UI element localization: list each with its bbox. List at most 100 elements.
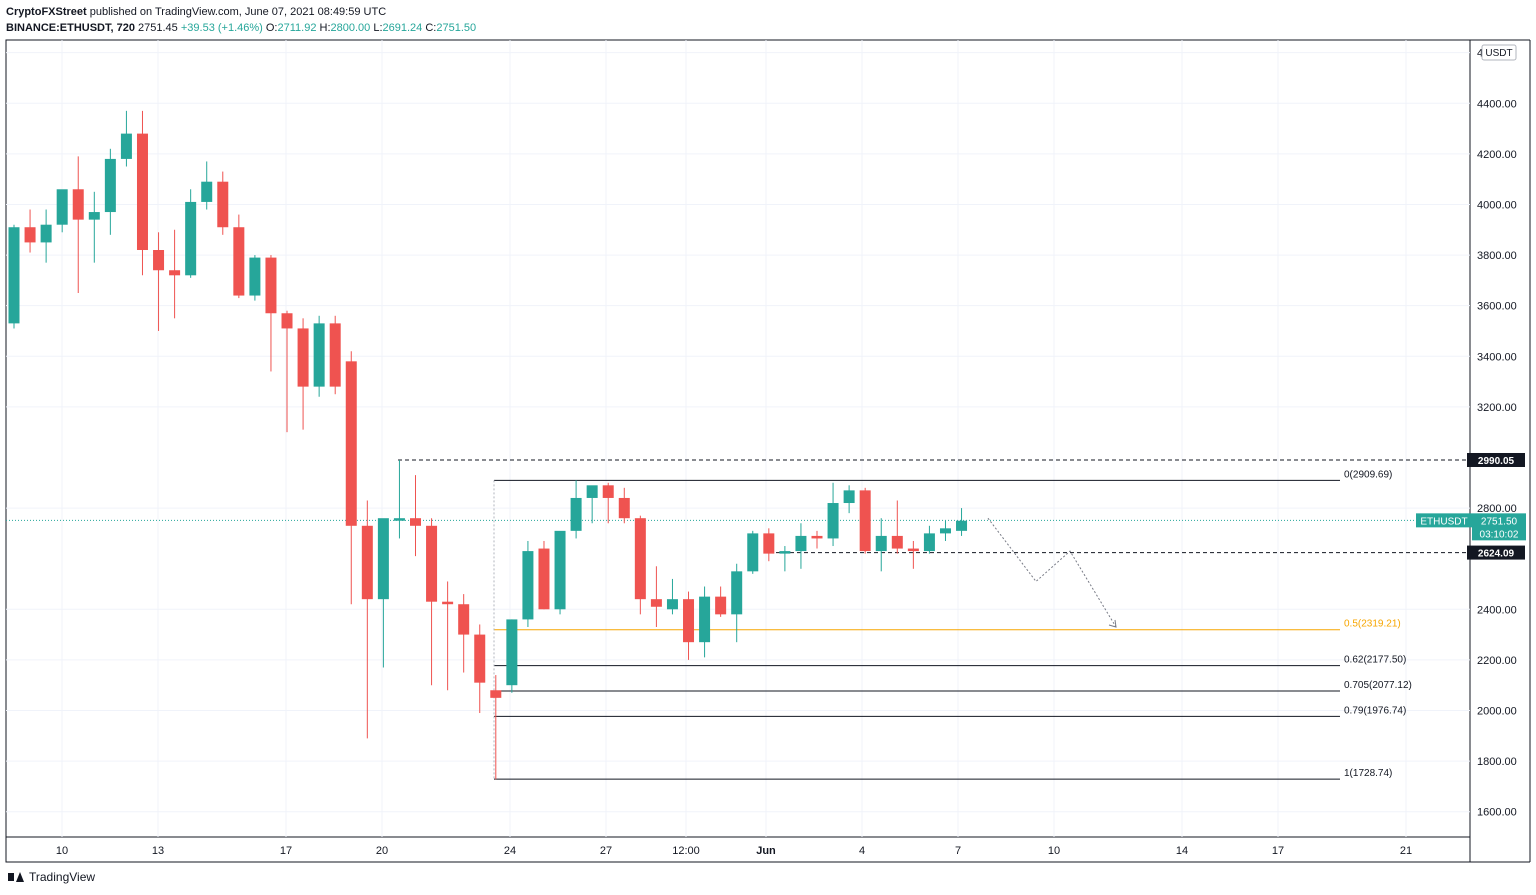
candle-body [875, 535, 887, 552]
candle-body [442, 601, 454, 605]
candle-body [345, 361, 357, 526]
y-tick-label: 4400.00 [1477, 98, 1517, 110]
candle-body [715, 596, 727, 615]
candle-body [907, 548, 919, 552]
candle-body [393, 518, 405, 521]
x-tick-label: 13 [152, 845, 164, 857]
candle-body [329, 323, 341, 387]
footer-brand-label: TradingView [29, 870, 96, 884]
y-tick-label: 3800.00 [1477, 250, 1517, 262]
candle-body [843, 490, 855, 504]
open-label: O: [265, 22, 278, 34]
tradingview-logo-icon [8, 872, 24, 882]
currency-label: USDT [1485, 48, 1512, 59]
candle-body [8, 227, 20, 324]
publish-line: CryptoFXStreet published on TradingView.… [6, 4, 476, 20]
candle-body [217, 181, 229, 228]
candle-body [747, 533, 759, 572]
candle-body [570, 497, 582, 531]
candle-body [40, 224, 52, 243]
x-tick-label: 12:00 [672, 845, 700, 857]
countdown-label: 03:10:02 [1480, 529, 1519, 540]
x-tick-label: 10 [1048, 845, 1060, 857]
candle-body [361, 525, 373, 600]
low-value: 2691.24 [382, 22, 423, 34]
candle-body [859, 490, 871, 552]
candle-body [120, 133, 132, 159]
candle-body [618, 497, 630, 519]
high-value: 2800.00 [330, 22, 371, 34]
price-change: +39.53 (+1.46%) [180, 22, 263, 34]
candle-body [811, 535, 823, 539]
x-tick-label: 20 [376, 845, 388, 857]
candle-body [185, 201, 197, 276]
candle-body [136, 133, 148, 251]
candle-body [56, 189, 68, 225]
candle-body [763, 533, 775, 554]
candle-body [891, 535, 903, 549]
footer-brand[interactable]: TradingView [8, 870, 95, 884]
candle-body [88, 212, 100, 220]
level-tag [1467, 452, 1525, 467]
candle-body [939, 528, 951, 534]
y-tick-label: 3200.00 [1477, 402, 1517, 414]
x-tick-label: 7 [955, 845, 961, 857]
candle-body [24, 227, 36, 243]
candle-body [104, 158, 116, 213]
x-tick-label: 21 [1400, 845, 1412, 857]
candle-body [458, 604, 470, 635]
candle-body [602, 485, 614, 498]
y-tick-label: 4200.00 [1477, 149, 1517, 161]
candle-body [426, 525, 438, 602]
candle-body [827, 503, 839, 539]
x-tick-label: 4 [859, 845, 865, 857]
level-tag [1467, 545, 1525, 560]
x-tick-label: 17 [280, 845, 292, 857]
open-value: 2711.92 [277, 22, 317, 34]
fib-level-label: 0.79(1976.74) [1344, 705, 1406, 716]
candle-body [490, 690, 502, 698]
candle-body [666, 599, 678, 610]
y-tick-label: 4000.00 [1477, 199, 1517, 211]
currency-badge [1481, 44, 1517, 61]
y-tick-label: 2000.00 [1477, 705, 1517, 717]
candle-body [923, 533, 935, 552]
author-name[interactable]: CryptoFXStreet [6, 6, 87, 18]
price-tag [1472, 513, 1526, 541]
fib-level-label: 0.5(2319.21) [1344, 619, 1401, 630]
symbol-tag [1416, 513, 1472, 528]
last-price: 2751.45 [138, 22, 178, 34]
candle-body [683, 599, 695, 643]
fib-level-label: 1(1728.74) [1344, 768, 1392, 779]
candle-body [233, 227, 245, 296]
y-tick-label: 3600.00 [1477, 301, 1517, 313]
low-label: L: [373, 22, 383, 34]
candle-body [169, 270, 181, 276]
x-tick-label: 27 [600, 845, 612, 857]
candle-body [377, 518, 389, 600]
symbol-tag-label: ETHUSDT [1420, 516, 1467, 527]
candle-body [281, 313, 293, 329]
candle-body [731, 571, 743, 615]
fib-level-label: 0(2909.69) [1344, 469, 1392, 480]
y-tick-label: 1800.00 [1477, 756, 1517, 768]
price-tag-label: 2751.50 [1481, 516, 1518, 527]
candle-body [586, 485, 598, 498]
x-tick-label: 14 [1176, 845, 1188, 857]
projection-path [987, 517, 1117, 628]
candle-body [249, 257, 261, 296]
y-tick-label: 2200.00 [1477, 655, 1517, 667]
candle-body [522, 551, 534, 620]
close-value: 2751.50 [436, 22, 477, 34]
ohlc-line: BINANCE:ETHUSDT, 720 2751.45 +39.53 (+1.… [6, 20, 476, 36]
candle-body [779, 551, 791, 554]
symbol-label[interactable]: BINANCE:ETHUSDT, 720 [6, 22, 135, 34]
level-tag-label: 2990.05 [1478, 456, 1515, 467]
publish-info: published on TradingView.com, June 07, 2… [89, 6, 387, 18]
y-tick-label: 2400.00 [1477, 604, 1517, 616]
candle-body [554, 530, 566, 610]
candle-body [795, 535, 807, 552]
candle-body [634, 518, 646, 600]
candle-body [72, 189, 84, 220]
